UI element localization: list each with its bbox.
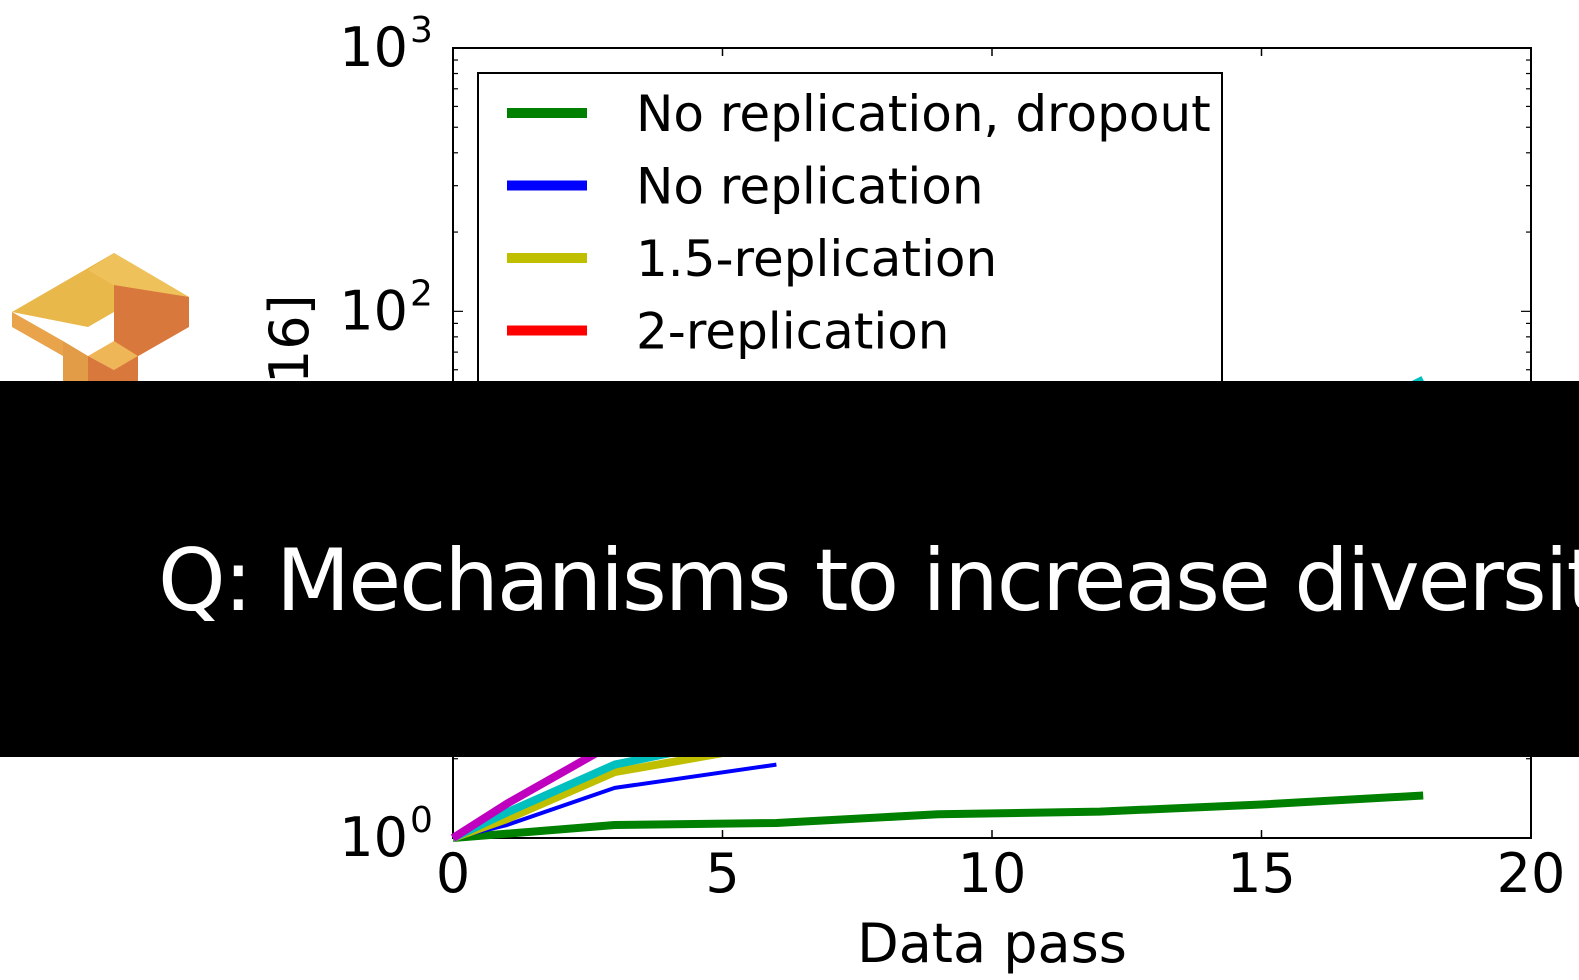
legend-box [477, 72, 1223, 394]
logo-stem-left [63, 341, 88, 381]
legend: No replication, dropout No replication 1.5… [477, 72, 1223, 394]
tensorflow-logo [12, 253, 189, 381]
banner-question-text: Q: Mechanisms to increase diversity [158, 531, 1579, 631]
x-tick-label-1: 5 [705, 842, 739, 905]
y-tick-label-exp-1: 2 [410, 273, 433, 314]
y-tick-label-base-1: 10 [339, 279, 408, 342]
y-tick-label-exp-0: 0 [410, 800, 433, 841]
y-tick-label-base-0: 10 [339, 806, 408, 869]
logo-stem-top [88, 341, 138, 370]
y-tick-label-exp-2: 3 [410, 10, 433, 51]
question-banner [0, 381, 1579, 757]
legend-label-1: No replication [636, 158, 984, 216]
x-axis-label: Data pass [857, 912, 1127, 975]
legend-label-2: 1.5-replication [636, 230, 997, 288]
x-tick-label-3: 15 [1227, 842, 1296, 905]
logo-stem-front [88, 356, 138, 381]
y-tick-label-base-2: 10 [339, 16, 408, 79]
legend-label-0: No replication, dropout [636, 85, 1211, 143]
x-tick-label-4: 20 [1497, 842, 1566, 905]
legend-label-3: 2-replication [636, 303, 950, 361]
x-tick-label-0: 0 [436, 842, 470, 905]
x-tick-label-2: 10 [958, 842, 1027, 905]
series-line-0 [452, 791, 1424, 842]
logo-front-face [114, 285, 189, 370]
logo-left-face [12, 312, 63, 356]
